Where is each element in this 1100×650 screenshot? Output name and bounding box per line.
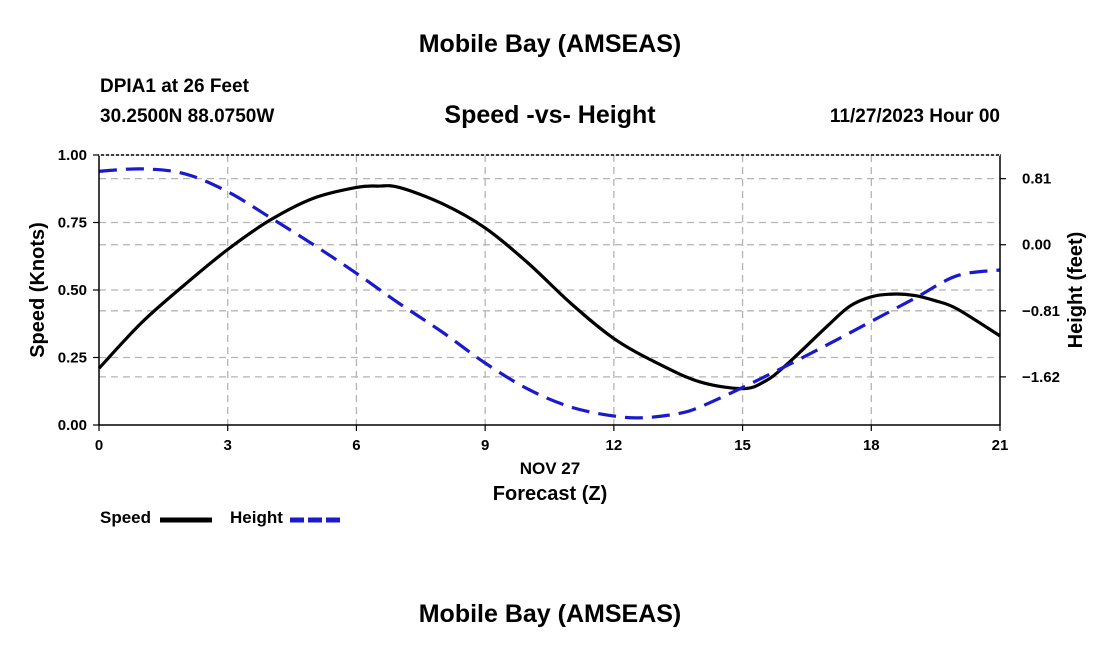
y2-tick-label: −1.62	[1022, 369, 1060, 386]
y2-tick-label: 0.81	[1022, 171, 1051, 188]
run-time: 11/27/2023 Hour 00	[829, 106, 1000, 127]
x-tick-label: 15	[734, 437, 751, 454]
x-tick-label: 3	[224, 437, 232, 454]
legend-speed-label: Speed	[100, 508, 152, 527]
y-tick-label: 0.75	[58, 215, 87, 232]
y2-tick-label: −0.81	[1022, 303, 1060, 320]
x-tick-label: 6	[352, 437, 360, 454]
series-lines	[97, 167, 1001, 420]
y-tick-label: 1.00	[58, 147, 87, 164]
y-tick-label: 0.00	[58, 417, 87, 434]
y2-axis-label: Height (feet)	[1065, 232, 1087, 349]
legend-height-label: Height	[230, 508, 283, 527]
station-label: DPIA1 at 26 Feet	[100, 76, 249, 97]
series-height-line	[98, 167, 1001, 420]
x-axis-date-label: NOV 27	[520, 459, 580, 478]
x-tick-label: 21	[992, 437, 1009, 454]
grid	[99, 155, 1000, 425]
x-axis-label: Forecast (Z)	[493, 483, 607, 505]
x-tick-label: 12	[606, 437, 623, 454]
y-axis-label: Speed (Knots)	[27, 222, 49, 358]
series-speed-line	[97, 184, 1001, 391]
x-tick-label: 18	[863, 437, 880, 454]
y-tick-label: 0.50	[58, 282, 87, 299]
axes: 0 3 6 9 12 15 18 21 0.00 0.25 0.50 0.75 1.00 0.81 0.00…	[58, 147, 1060, 454]
x-tick-label: 0	[95, 437, 103, 454]
station-coordinates: 30.2500N 88.0750W	[100, 106, 275, 127]
x-tick-label: 9	[481, 437, 489, 454]
chart-subtitle: Speed -vs- Height	[444, 101, 656, 129]
main-title: Mobile Bay (AMSEAS)	[418, 30, 682, 58]
footer-title: Mobile Bay (AMSEAS)	[418, 600, 682, 628]
y2-tick-label: 0.00	[1022, 237, 1051, 254]
y-tick-label: 0.25	[58, 350, 87, 367]
